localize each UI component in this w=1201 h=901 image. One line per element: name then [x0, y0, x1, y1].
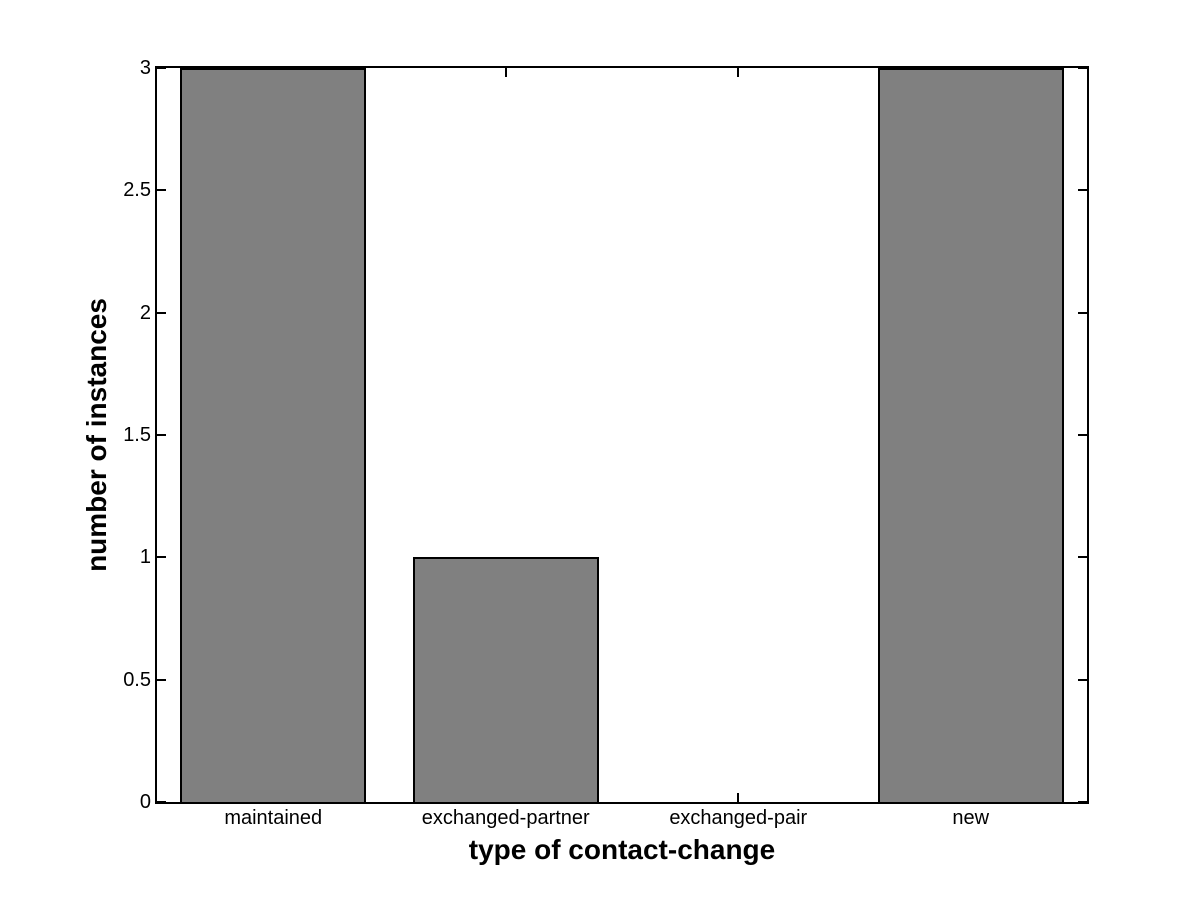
y-tick-right	[1078, 801, 1087, 803]
y-tick-left	[157, 556, 166, 559]
bar-maintained	[180, 68, 367, 802]
bar-new	[877, 68, 1064, 802]
y-tick-right	[1078, 678, 1087, 681]
y-tick-left	[157, 678, 166, 681]
y-tick-label: 0	[139, 791, 151, 813]
x-tick-label-maintained: maintained	[224, 807, 323, 829]
y-tick-label: 2.5	[123, 179, 151, 202]
y-tick-left	[157, 189, 166, 192]
y-tick-right	[1078, 556, 1087, 559]
x-tick-top	[737, 68, 740, 77]
y-tick-label: 3	[139, 57, 151, 79]
y-tick-left	[157, 801, 166, 803]
x-axis-label: type of contact-change	[468, 834, 776, 865]
y-tick-left	[157, 67, 166, 69]
y-tick-left	[157, 434, 166, 436]
x-tick-label-exchanged-pair: exchanged-pair	[669, 807, 808, 829]
y-tick-label: 1.5	[123, 424, 151, 446]
y-tick-right	[1078, 67, 1087, 69]
y-tick-label: 1	[139, 546, 151, 569]
x-tick-bottom	[737, 793, 740, 802]
x-tick-label-exchanged-partner: exchanged-partner	[421, 807, 590, 829]
y-tick-right	[1078, 311, 1087, 314]
x-tick-top	[504, 68, 507, 77]
x-tick-label-new: new	[952, 807, 990, 829]
y-tick-label: 0.5	[123, 668, 151, 691]
bar-exchanged-partner	[412, 557, 599, 802]
y-tick-label: 2	[139, 301, 151, 324]
y-tick-right	[1078, 189, 1087, 192]
plot-area	[155, 66, 1089, 804]
y-tick-left	[157, 311, 166, 314]
y-tick-right	[1078, 434, 1087, 436]
